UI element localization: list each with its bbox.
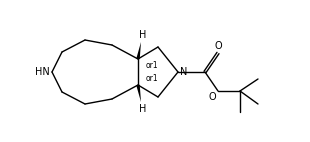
- Polygon shape: [136, 85, 141, 102]
- Polygon shape: [136, 42, 141, 59]
- Text: O: O: [208, 92, 216, 102]
- Text: N: N: [180, 67, 187, 77]
- Text: H: H: [139, 30, 147, 40]
- Text: O: O: [214, 41, 222, 51]
- Text: or1: or1: [146, 61, 159, 70]
- Text: HN: HN: [35, 67, 50, 77]
- Text: H: H: [139, 104, 147, 114]
- Text: or1: or1: [146, 74, 159, 83]
